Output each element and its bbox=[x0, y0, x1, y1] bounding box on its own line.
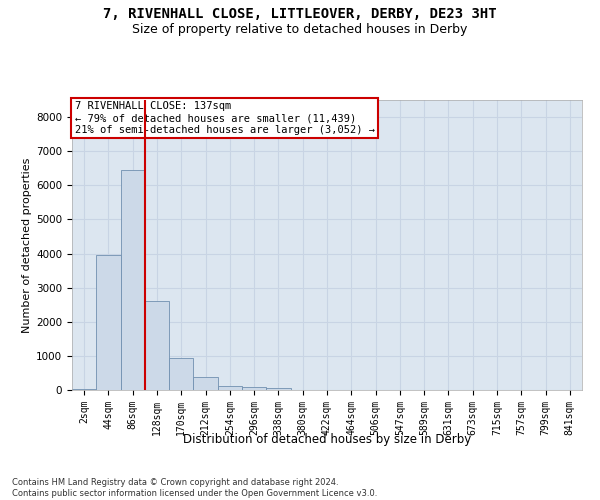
Text: Size of property relative to detached houses in Derby: Size of property relative to detached ho… bbox=[133, 22, 467, 36]
Bar bbox=[145, 302, 169, 390]
Bar bbox=[121, 170, 145, 390]
Text: 7, RIVENHALL CLOSE, LITTLEOVER, DERBY, DE23 3HT: 7, RIVENHALL CLOSE, LITTLEOVER, DERBY, D… bbox=[103, 8, 497, 22]
Bar bbox=[266, 388, 290, 390]
Text: Distribution of detached houses by size in Derby: Distribution of detached houses by size … bbox=[183, 432, 471, 446]
Bar bbox=[193, 377, 218, 390]
Bar bbox=[72, 389, 96, 390]
Bar bbox=[96, 255, 121, 390]
Text: 7 RIVENHALL CLOSE: 137sqm
← 79% of detached houses are smaller (11,439)
21% of s: 7 RIVENHALL CLOSE: 137sqm ← 79% of detac… bbox=[74, 102, 374, 134]
Bar bbox=[218, 386, 242, 390]
Y-axis label: Number of detached properties: Number of detached properties bbox=[22, 158, 32, 332]
Text: Contains HM Land Registry data © Crown copyright and database right 2024.
Contai: Contains HM Land Registry data © Crown c… bbox=[12, 478, 377, 498]
Bar bbox=[242, 386, 266, 390]
Bar bbox=[169, 358, 193, 390]
